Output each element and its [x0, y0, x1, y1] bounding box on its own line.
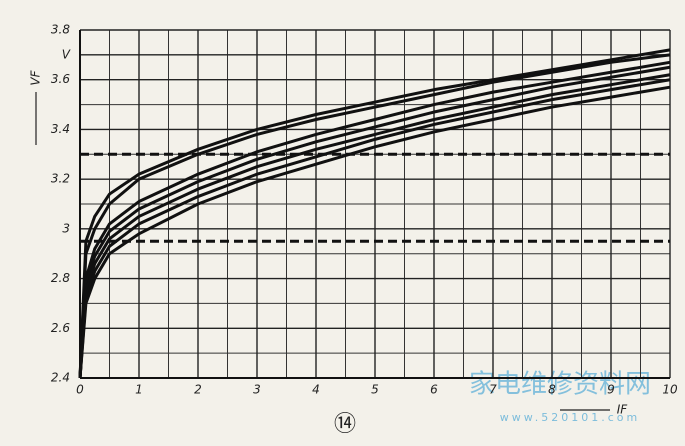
x-tick-label: 6 [430, 383, 438, 397]
y-tick-label: 3.6 [51, 72, 70, 86]
watermark-url: www.520101.com [500, 411, 640, 424]
series-line [78, 85, 671, 379]
x-tick-label: 3 [253, 383, 261, 397]
y-tick-label: 2.6 [51, 321, 70, 335]
series-line [78, 65, 671, 379]
y-tick-label: 3.4 [51, 122, 70, 136]
figure-number: ⑭ [334, 412, 356, 437]
x-tick-label: 7 [489, 383, 497, 397]
x-tick-label: 8 [548, 383, 556, 397]
x-tick-label: 4 [312, 383, 320, 397]
y-tick-label: 3 [62, 221, 70, 235]
y-tick-label: 3.2 [51, 172, 70, 186]
y-axis-label: VF [29, 69, 43, 85]
y-tick-label: V [62, 47, 71, 61]
series-line [78, 48, 671, 379]
x-axis-label: IF [617, 403, 629, 417]
y-tick-label: 3.8 [51, 23, 70, 37]
x-tick-label: 5 [371, 383, 379, 397]
series-line [78, 60, 671, 379]
x-tick-label: 0 [76, 383, 84, 397]
watermark: 家电维修资料网 [469, 370, 651, 400]
y-tick-label: 2.4 [51, 371, 70, 385]
x-tick-label: 10 [662, 383, 678, 397]
series-line [78, 73, 671, 379]
x-tick-label: 1 [135, 383, 143, 397]
x-tick-label: 2 [194, 383, 202, 397]
series-line [78, 78, 671, 379]
x-tick-label: 9 [607, 383, 615, 397]
series-line [78, 53, 671, 379]
y-tick-label: 2.8 [51, 271, 70, 285]
